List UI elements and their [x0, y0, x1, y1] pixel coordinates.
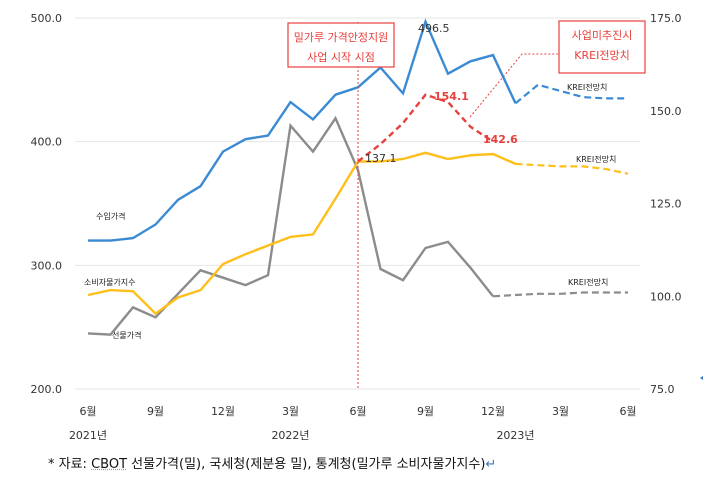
gridlines [75, 17, 640, 390]
right-edge-marker [700, 376, 703, 380]
note-source: CBOT [91, 457, 128, 472]
x-tick-label: 3월 [282, 405, 299, 418]
right-tick-label: 150.0 [650, 105, 682, 118]
import-price-forecast-label: KREI전망치 [567, 82, 607, 92]
year-label: 2022년 [271, 429, 309, 442]
consumer-price-index-label: 소비자물가지수 [84, 278, 136, 287]
note-rest: 선물가격(밀), 국세청(제분용 밀), 통계청(밀가루 소비자물가지수) [127, 457, 486, 472]
no-program-leader-line [469, 53, 558, 118]
x-tick-label: 12월 [481, 405, 505, 418]
series-lines [87, 18, 629, 336]
x-tick-label: 3월 [552, 405, 569, 418]
right-tick-label: 75.0 [650, 383, 675, 396]
no-program-end-label: 142.6 [483, 133, 518, 146]
left-tick-label: 300.0 [31, 259, 63, 272]
futures-price-line [87, 115, 494, 336]
x-axis-ticks: 6월 9월 12월 3월 6월 9월 12월 3월 6월 [79, 405, 636, 418]
left-tick-label: 500.0 [31, 12, 63, 25]
year-label: 2021년 [69, 429, 107, 442]
left-axis-ticks: 500.0 400.0 300.0 200.0 [31, 12, 63, 396]
no-program-annotation-line: 사업미추진시 [572, 29, 633, 42]
no-program-peak-label: 154.1 [434, 90, 469, 103]
note-prefix: * 자료: [48, 457, 92, 472]
return-mark-icon: ↵ [485, 457, 497, 472]
import-price-forecast-line [514, 83, 628, 105]
right-tick-label: 175.0 [650, 12, 682, 25]
x-tick-label: 6월 [79, 405, 96, 418]
right-tick-label: 125.0 [650, 198, 682, 211]
import-price-label: 수입가격 [96, 211, 125, 221]
futures-price-forecast-label: KREI전망치 [568, 277, 608, 287]
x-tick-label: 9월 [417, 405, 434, 418]
no-program-forecast-line [357, 93, 494, 163]
consumer-price-index-forecast-line [515, 162, 629, 175]
consumer-price-index-forecast-label: KREI전망치 [576, 154, 616, 164]
x-tick-label: 6월 [349, 405, 366, 418]
year-labels: 2021년 2022년 2023년 [69, 429, 535, 442]
futures-price-label: 선물가격 [112, 330, 141, 340]
x-tick-label: 9월 [147, 405, 164, 418]
line-chart: 500.0 400.0 300.0 200.0 175.0 150.0 125.0 100.… [31, 12, 703, 442]
import-price-line [88, 18, 517, 242]
consumer-price-index-line [87, 151, 516, 316]
left-tick-label: 400.0 [31, 136, 63, 149]
no-program-annotation-border [558, 20, 646, 74]
right-tick-label: 100.0 [650, 290, 682, 303]
right-axis-ticks: 175.0 150.0 125.0 100.0 75.0 [650, 12, 682, 396]
x-tick-label: 6월 [619, 405, 636, 418]
program-start-annotation-line: 사업 시작 시점 [307, 51, 375, 64]
no-program-annotation-line: KREI전망치 [574, 49, 629, 62]
source-note: * 자료: CBOT 선물가격(밀), 국세청(제분용 밀), 통계청(밀가루 … [48, 453, 496, 472]
futures-price-forecast-line [492, 291, 628, 298]
consumer-price-index-value-label: 137.1 [365, 152, 397, 165]
program-start-annotation-border [287, 22, 395, 68]
year-label: 2023년 [496, 429, 534, 442]
program-start-annotation-line: 밀가루 가격안정지원 [294, 31, 389, 44]
import-price-peak-label: 496.5 [418, 22, 450, 35]
left-tick-label: 200.0 [31, 383, 63, 396]
x-tick-label: 12월 [211, 405, 235, 418]
